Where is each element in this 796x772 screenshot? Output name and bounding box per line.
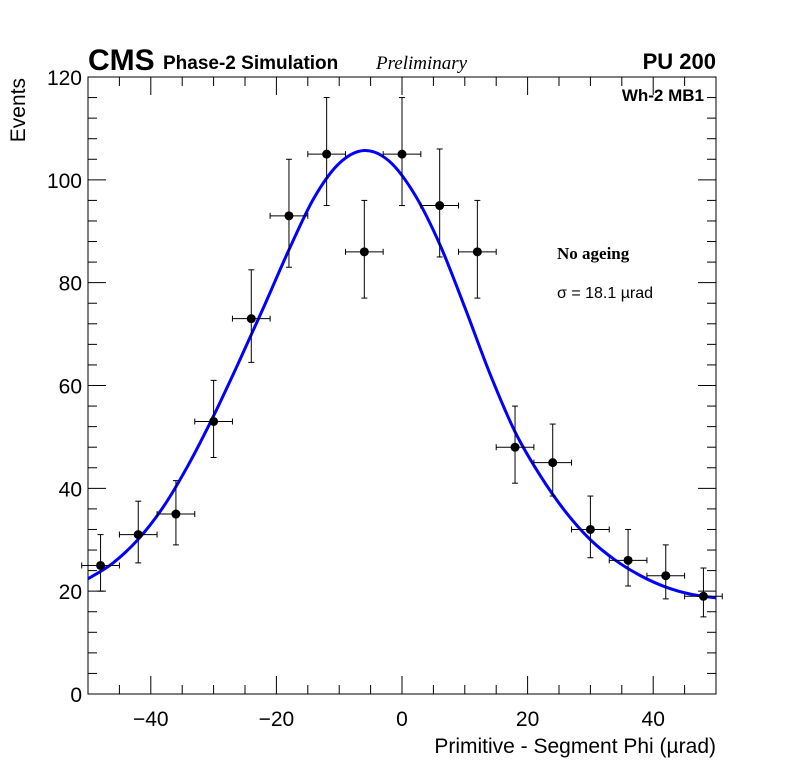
data-point: [661, 571, 671, 581]
data-points: [81, 97, 723, 618]
data-point: [397, 149, 407, 159]
data-point: [548, 458, 558, 468]
data-point-group: [495, 405, 535, 484]
y-tick-label: 80: [59, 273, 82, 296]
x-tick-label: 40: [642, 708, 665, 731]
y-axis-label: Events: [7, 78, 30, 142]
chart-subtitle: Phase-2 Simulation: [163, 53, 338, 74]
data-point-group: [458, 199, 497, 299]
y-tick-label: 60: [59, 376, 82, 399]
y-tick-label: 20: [59, 581, 82, 604]
data-point-group: [420, 148, 460, 258]
data-point: [246, 314, 256, 324]
region-label: Wh-2 MB1: [622, 86, 704, 105]
data-point: [133, 530, 143, 540]
data-point-group: [156, 480, 196, 546]
data-point-group: [571, 495, 610, 559]
data-point-group: [382, 97, 422, 207]
annotation-label: No ageing: [557, 244, 630, 263]
data-point-group: [194, 379, 233, 458]
y-tick-label: 100: [47, 170, 82, 193]
fit-layer: [87, 149, 717, 600]
data-point: [472, 247, 482, 257]
data-point-group: [646, 544, 686, 600]
data-point-group: [269, 158, 309, 268]
data-point: [585, 524, 595, 534]
cms-label: CMS: [88, 44, 155, 77]
data-point: [284, 211, 294, 221]
data-point-group: [684, 567, 723, 618]
pileup-label: PU 200: [643, 49, 716, 74]
x-axis-label: Primitive - Segment Phi (µrad): [434, 735, 716, 758]
x-tick-label: −20: [259, 708, 295, 731]
data-point: [359, 247, 369, 257]
data-point: [322, 149, 332, 159]
data-point: [209, 416, 219, 426]
axis-tick-labels: −40 −20 0 20 40 0 20 40 60 80 100 120: [47, 67, 665, 731]
y-tick-label: 40: [59, 478, 82, 501]
y-tick-label: 0: [70, 684, 82, 707]
axis-ticks: [87, 76, 717, 695]
data-point-group: [118, 500, 158, 564]
data-point-group: [307, 97, 346, 207]
data-point: [171, 509, 181, 519]
status-label: Preliminary: [375, 53, 468, 74]
data-point-group: [533, 423, 573, 497]
sigma-label: σ = 18.1 µrad: [557, 285, 653, 302]
data-point: [510, 442, 520, 452]
data-point: [96, 560, 106, 570]
y-tick-label: 120: [47, 67, 82, 90]
data-point: [435, 201, 445, 211]
data-point-group: [344, 199, 384, 299]
fit-curve: [87, 149, 717, 600]
x-tick-label: −40: [133, 708, 169, 731]
data-point-group: [231, 269, 271, 363]
data-point: [623, 555, 633, 565]
data-point-group: [608, 528, 648, 587]
x-tick-label: 20: [516, 708, 539, 731]
data-point-group: [81, 534, 120, 592]
data-point: [698, 591, 708, 601]
x-tick-label: 0: [396, 708, 408, 731]
